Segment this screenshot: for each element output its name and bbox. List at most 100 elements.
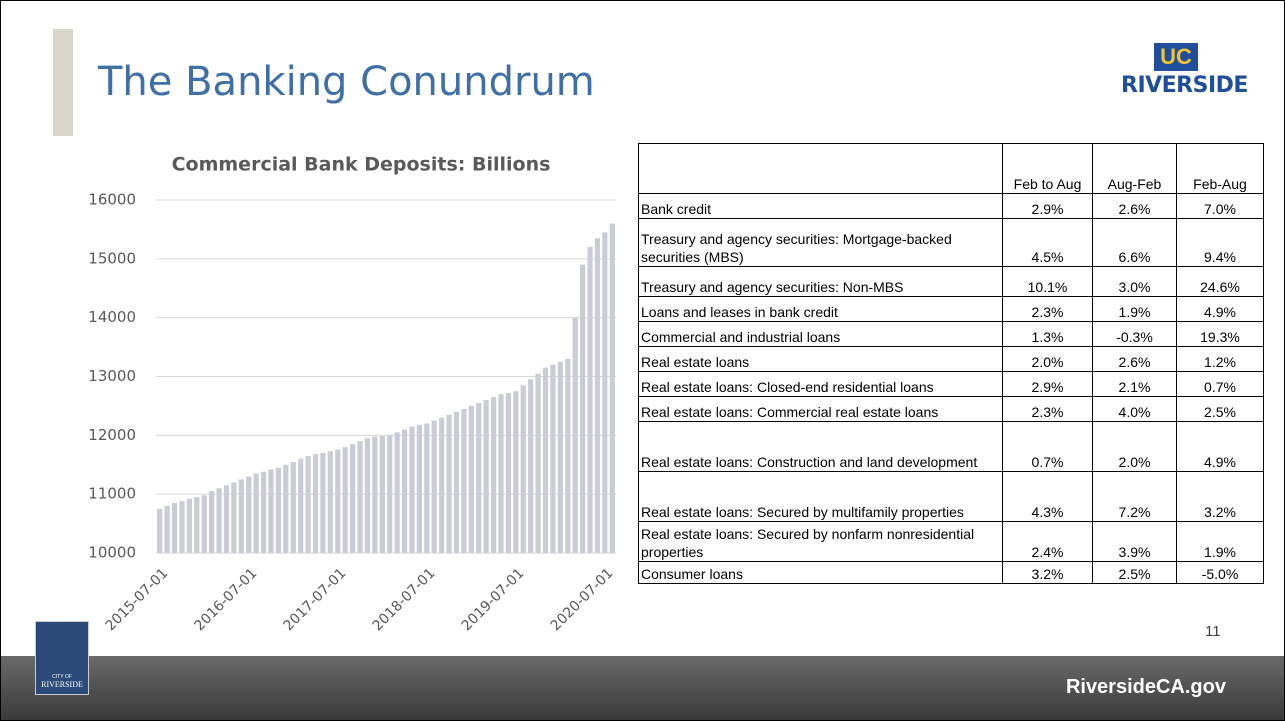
bar [446, 414, 452, 553]
slide-title: The Banking Conundrum [98, 59, 595, 105]
data-table: Feb to Aug Aug-Feb Feb-Aug Bank credit 2.… [638, 143, 1264, 584]
bar [320, 452, 326, 553]
value-cell: 1.9% [1176, 521, 1264, 562]
value-cell: 3.9% [1092, 521, 1177, 562]
logo-top: UC [1154, 43, 1198, 71]
bar [335, 449, 341, 553]
bar [594, 238, 601, 553]
table-row: Treasury and agency securities: Mortgage… [638, 218, 1264, 267]
value-cell: 6.6% [1092, 218, 1177, 267]
value-cell: 4.5% [1002, 218, 1093, 267]
bar [439, 417, 445, 553]
value-cell: 2.1% [1092, 371, 1177, 397]
bar [431, 420, 437, 553]
value-cell: 2.6% [1092, 193, 1177, 219]
page-number: 11 [1205, 623, 1221, 640]
label-cell: Consumer loans [638, 561, 1003, 584]
y-tick-label: 12000 [88, 426, 136, 444]
value-cell: 2.5% [1092, 561, 1177, 584]
table-row: Real estate loans: Construction and land… [638, 421, 1264, 472]
bar [535, 373, 541, 553]
value-cell: 7.0% [1176, 193, 1264, 219]
bar [268, 469, 274, 553]
value-cell: 1.2% [1176, 346, 1264, 372]
bar [157, 508, 163, 553]
bar [416, 424, 422, 553]
value-cell: 4.9% [1176, 296, 1264, 322]
table-row: Real estate loans 2.0% 2.6% 1.2% [638, 346, 1264, 372]
value-cell: 2.4% [1002, 521, 1093, 562]
bar [209, 491, 215, 553]
bar [186, 498, 192, 553]
bar [364, 438, 371, 553]
bar [253, 473, 259, 553]
value-cell: 2.3% [1002, 296, 1093, 322]
bar [275, 467, 282, 553]
bar [483, 400, 489, 553]
bar [171, 502, 178, 553]
bar [223, 485, 230, 553]
header-cell: Feb-Aug [1176, 143, 1264, 194]
bar [557, 361, 563, 553]
value-cell: 2.9% [1002, 193, 1093, 219]
value-cell: 19.3% [1176, 321, 1264, 347]
bar [424, 423, 430, 553]
value-cell: 4.0% [1092, 396, 1177, 422]
value-cell: 3.2% [1002, 561, 1093, 584]
bar [461, 408, 467, 553]
bar [587, 247, 593, 554]
value-cell: 1.3% [1002, 321, 1093, 347]
bar [542, 367, 549, 553]
bar [283, 464, 289, 553]
footer: RiversideCA.gov [1, 656, 1284, 720]
value-cell: 2.3% [1002, 396, 1093, 422]
table-row: Treasury and agency securities: Non-MBS 1… [638, 266, 1264, 297]
value-cell: -0.3% [1092, 321, 1177, 347]
x-tick-label: 2019-07-01 [459, 565, 528, 634]
bar [490, 397, 497, 553]
bar [520, 385, 526, 553]
footer-text: RiversideCA.gov [1065, 676, 1226, 698]
bar [246, 476, 252, 553]
value-cell: 4.3% [1002, 471, 1093, 522]
value-cell: 3.0% [1092, 266, 1177, 297]
y-tick-label: 14000 [88, 308, 136, 326]
label-cell: Real estate loans: Closed-end residentia… [638, 371, 1003, 397]
bar [565, 358, 571, 553]
bar [327, 451, 333, 553]
bar [394, 432, 400, 553]
value-cell: 4.9% [1176, 421, 1264, 472]
bar [401, 429, 408, 553]
bar [179, 501, 185, 553]
value-cell: 0.7% [1002, 421, 1093, 472]
value-cell: 10.1% [1002, 266, 1093, 297]
y-tick-label: 15000 [88, 249, 136, 267]
bar [201, 495, 207, 553]
value-cell: 2.0% [1002, 346, 1093, 372]
table-row: Consumer loans 3.2% 2.5% -5.0% [638, 561, 1264, 584]
bar [194, 497, 200, 553]
bar [164, 505, 170, 553]
bar [572, 317, 578, 553]
bar [468, 405, 474, 553]
bar [298, 458, 304, 553]
bar [312, 454, 319, 553]
label-cell: Treasury and agency securities: Mortgage… [638, 218, 1003, 267]
table-row: Bank credit 2.9% 2.6% 7.0% [638, 193, 1264, 219]
bar [476, 402, 482, 553]
label-cell: Real estate loans [638, 346, 1003, 372]
bar [238, 479, 244, 553]
bar [409, 426, 415, 553]
y-tick-label: 13000 [88, 367, 136, 385]
value-cell: 1.9% [1092, 296, 1177, 322]
header-row: Feb to Aug Aug-Feb Feb-Aug [638, 143, 1264, 194]
bar [513, 391, 519, 553]
label-cell: Real estate loans: Secured by nonfarm no… [638, 521, 1003, 562]
bar [528, 379, 534, 553]
bar [550, 364, 556, 553]
bar [580, 264, 586, 553]
bar [350, 444, 356, 553]
x-tick-label: 2018-07-01 [370, 565, 439, 634]
bar [342, 447, 348, 553]
bar [602, 232, 608, 553]
